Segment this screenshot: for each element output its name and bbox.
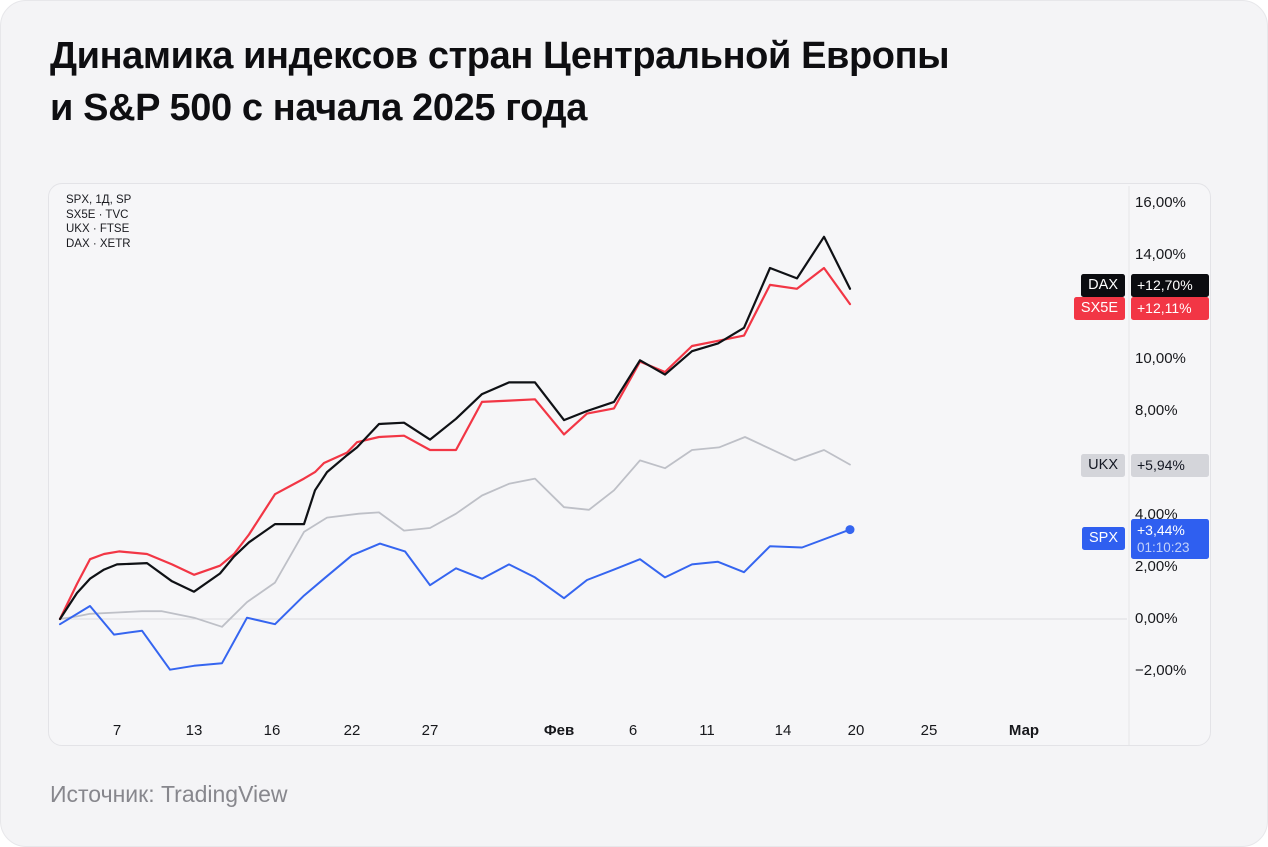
legend-line-spx: SPX, 1Д, SP [66,194,132,206]
x-tick-25: 25 [920,722,938,739]
page-title-line1: Динамика индексов стран Центральной Евро… [50,35,950,77]
legend-line-ukx: UKX · FTSE [66,223,130,235]
chart-card: SPX, 1Д, SP SX5E · TVC UKX · FTSE DAX · … [48,183,1211,746]
x-tick-27: 27 [421,722,439,739]
page-title: Динамика индексов стран Центральной Евро… [50,31,950,134]
chart-plot [58,186,1130,745]
x-tick-22: 22 [343,722,361,739]
series-line-ukx [59,436,851,628]
series-line-dax [58,235,852,621]
badge-spx-change: +3,44% [1137,522,1185,538]
y-tick-2: 2,00% [1135,558,1178,575]
badge-spx-label: SPX [1081,527,1125,550]
series-line-sx5e [58,266,852,621]
x-tick-16: 16 [263,722,281,739]
y-tick-10: 10,00% [1135,350,1186,367]
badge-spx-countdown: 01:10:23 [1137,540,1190,555]
chart-legend: SPX, 1Д, SP SX5E · TVC UKX · FTSE DAX · … [66,193,131,251]
badge-ukx-value: +5,94% [1131,454,1209,477]
x-tick-13: 13 [185,722,203,739]
series-line-spx [59,528,851,671]
x-tick-11: 11 [699,722,715,739]
x-tick-6: 6 [628,722,638,739]
badge-dax-label: DAX [1081,274,1125,297]
x-tick-20: 20 [847,722,865,739]
y-tick-16: 16,00% [1135,194,1186,211]
y-tick-8: 8,00% [1135,402,1178,419]
y-tick--2: −2,00% [1135,662,1187,679]
x-tick-14: 14 [774,722,792,739]
badge-sx5e-value: +12,11% [1131,297,1209,320]
badge-sx5e-label: SX5E [1073,297,1125,320]
spx-end-dot [845,525,855,535]
page-title-line2: и S&P 500 с начала 2025 года [50,86,587,129]
legend-line-sx5e: SX5E · TVC [66,208,129,221]
badge-dax-value: +12,70% [1131,274,1209,297]
x-tick-Фев: Фев [543,722,575,739]
y-tick-14: 14,00% [1135,246,1186,263]
x-tick-Мар: Мар [1008,722,1040,739]
badge-spx-value: +3,44% 01:10:23 [1131,519,1209,559]
legend-line-dax: DAX · XETR [66,237,131,250]
y-tick-4: 4,00% [1135,506,1178,523]
y-tick-0: 0,00% [1135,610,1178,627]
badge-ukx-label: UKX [1081,454,1125,477]
x-tick-7: 7 [112,722,122,739]
source-caption: Источник: TradingView [50,781,288,807]
